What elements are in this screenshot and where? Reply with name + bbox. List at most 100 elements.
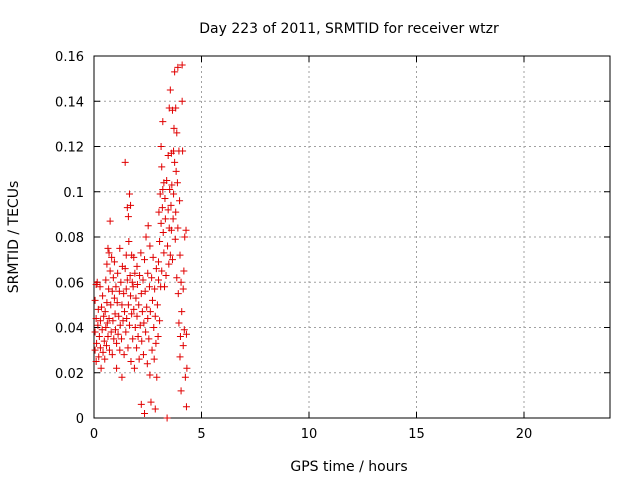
data-point <box>171 68 179 76</box>
data-point <box>125 238 133 246</box>
data-point <box>181 373 189 381</box>
data-point <box>128 278 136 286</box>
data-point <box>109 274 117 282</box>
data-point <box>95 353 103 361</box>
data-point <box>165 260 173 268</box>
data-point <box>171 158 179 166</box>
data-point <box>102 342 110 350</box>
data-point <box>161 283 169 291</box>
data-point <box>107 328 115 336</box>
data-point <box>104 333 112 341</box>
data-point <box>110 294 118 302</box>
data-point <box>153 301 161 309</box>
data-point <box>136 321 144 329</box>
data-point <box>101 308 109 316</box>
data-point <box>162 271 170 279</box>
data-point <box>137 249 145 257</box>
data-point <box>182 226 190 234</box>
data-point <box>116 321 124 329</box>
data-point <box>182 403 190 411</box>
data-point <box>176 333 184 341</box>
data-point <box>94 321 102 329</box>
data-point <box>117 278 125 286</box>
data-point <box>145 283 153 291</box>
data-point <box>143 303 151 311</box>
data-point <box>128 310 136 318</box>
data-point <box>151 312 159 320</box>
data-point <box>129 283 137 291</box>
data-point <box>176 251 184 259</box>
data-point <box>164 206 172 214</box>
y-tick-label: 0.16 <box>55 50 84 65</box>
data-point <box>105 314 113 322</box>
data-point <box>141 287 149 295</box>
data-point <box>163 176 171 184</box>
data-point <box>144 314 152 322</box>
data-point <box>183 364 191 372</box>
data-point <box>163 414 171 422</box>
data-point <box>142 233 150 241</box>
data-point <box>145 335 153 343</box>
data-point <box>129 335 137 343</box>
data-point <box>122 328 130 336</box>
data-point <box>164 242 172 250</box>
data-point <box>103 319 111 327</box>
data-point <box>115 287 123 295</box>
y-tick-label: 0.1 <box>63 186 84 201</box>
data-point <box>124 301 132 309</box>
data-point <box>121 265 129 273</box>
data-point <box>102 324 110 331</box>
x-tick-label: 0 <box>90 427 98 442</box>
data-point <box>108 253 116 261</box>
y-tick-label: 0 <box>76 412 84 427</box>
data-point <box>166 185 174 193</box>
data-point <box>168 181 176 189</box>
data-point <box>166 251 174 259</box>
data-point <box>119 317 127 325</box>
data-point <box>159 185 167 193</box>
x-tick-label: 5 <box>197 427 205 442</box>
data-point <box>110 258 118 266</box>
data-point <box>105 249 113 257</box>
data-point <box>120 290 128 298</box>
data-point <box>173 129 181 137</box>
axis-ticks: 0 5 10 15 20 0 0.02 0.04 0.06 0.08 0.1 0.12 0.14 0.16 <box>55 50 610 442</box>
data-point <box>172 208 180 216</box>
data-point <box>157 219 165 227</box>
data-point <box>180 326 188 334</box>
data-point <box>173 179 181 187</box>
data-point <box>155 276 162 284</box>
data-point <box>150 324 158 331</box>
data-point <box>147 398 155 406</box>
data-point <box>178 61 186 69</box>
data-point <box>91 328 99 336</box>
data-point <box>133 312 141 320</box>
data-point <box>169 215 177 223</box>
data-point <box>108 287 116 295</box>
data-point <box>105 346 113 354</box>
data-point <box>127 292 135 300</box>
data-point <box>91 296 99 304</box>
data-point <box>143 360 151 368</box>
data-point <box>141 256 149 264</box>
data-point <box>142 328 150 336</box>
x-tick-label: 15 <box>408 427 425 442</box>
data-point <box>126 271 134 279</box>
y-tick-label: 0.14 <box>55 95 84 110</box>
data-point <box>149 253 157 261</box>
data-point <box>176 353 184 361</box>
data-point <box>97 364 105 372</box>
data-point <box>127 357 135 365</box>
data-point <box>135 301 143 309</box>
data-point <box>172 167 180 175</box>
data-point <box>166 86 174 94</box>
data-point <box>101 355 109 363</box>
data-point <box>100 312 108 320</box>
data-point <box>133 344 141 352</box>
data-point <box>159 118 167 126</box>
data-point <box>93 339 101 347</box>
data-point <box>127 201 135 209</box>
y-tick-label: 0.08 <box>55 231 84 246</box>
data-point <box>139 351 147 359</box>
data-point <box>112 326 119 334</box>
